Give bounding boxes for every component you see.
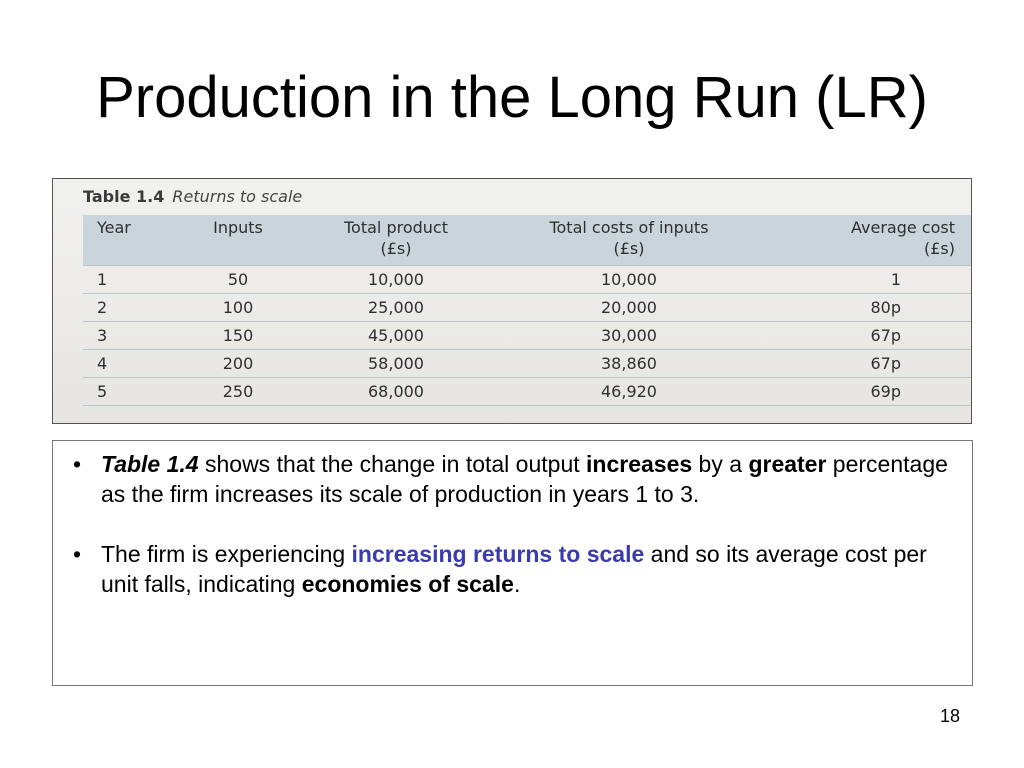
cell-total-costs: 30,000	[495, 321, 763, 350]
cell-average-cost: 69p	[763, 377, 971, 406]
bullet-text-increases: increases	[586, 451, 693, 477]
header-year: Year	[97, 218, 131, 237]
bullet-dot-icon: •	[73, 541, 82, 567]
bullet-item: • Table 1.4 shows that the change in tot…	[71, 449, 952, 509]
bullet-text-box: • Table 1.4 shows that the change in tot…	[52, 440, 973, 686]
table-row: 3 150 45,000 30,000 67p	[83, 321, 971, 350]
bullet-text-greater: greater	[748, 451, 827, 477]
cell-total-product: 25,000	[297, 293, 495, 322]
bullet-text-increasing-returns: increasing returns to scale	[351, 541, 645, 567]
bullet-text: and so its average cost per unit falls, …	[101, 541, 927, 597]
header-average-cost: Average cost (£s)	[851, 218, 955, 258]
bullet-text: by a	[692, 451, 749, 477]
cell-total-product: 58,000	[297, 349, 495, 378]
cell-year: 5	[83, 377, 179, 406]
returns-to-scale-table: Year Inputs Total product (£s) Total cos…	[83, 215, 971, 406]
cell-average-cost: 1	[763, 265, 971, 294]
table-row: 5 250 68,000 46,920 69p	[83, 377, 971, 406]
cell-total-costs: 10,000	[495, 265, 763, 294]
cell-inputs: 50	[179, 265, 297, 294]
bullet-text-table-ref: Table 1.4	[101, 451, 199, 477]
cell-inputs: 150	[179, 321, 297, 350]
cell-average-cost: 67p	[763, 349, 971, 378]
cell-total-product: 45,000	[297, 321, 495, 350]
table-row: 4 200 58,000 38,860 67p	[83, 349, 971, 378]
header-total-costs: Total costs of inputs (£s)	[549, 218, 709, 258]
bullet-text: .	[513, 571, 521, 597]
bullet-text: The firm is experiencing	[101, 541, 352, 567]
header-inputs: Inputs	[213, 218, 263, 237]
cell-total-costs: 20,000	[495, 293, 763, 322]
bullet-dot-icon: •	[73, 451, 82, 477]
cell-year: 3	[83, 321, 179, 350]
cell-year: 4	[83, 349, 179, 378]
table-header-row: Year Inputs Total product (£s) Total cos…	[83, 215, 971, 266]
cell-inputs: 100	[179, 293, 297, 322]
bullet-text: shows that the change in total output	[198, 451, 587, 477]
cell-year: 2	[83, 293, 179, 322]
bullet-text-economies-of-scale: economies of scale	[301, 571, 514, 597]
table-number: Table 1.4	[83, 187, 165, 206]
cell-average-cost: 80p	[763, 293, 971, 322]
table-row: 1 50 10,000 10,000 1	[83, 265, 971, 294]
cell-total-costs: 38,860	[495, 349, 763, 378]
bullet-text: percentage as the firm increases its sca…	[101, 451, 948, 507]
slide-title: Production in the Long Run (LR)	[96, 65, 928, 130]
bullet-item: • The firm is experiencing increasing re…	[71, 539, 952, 599]
cell-total-product: 10,000	[297, 265, 495, 294]
cell-inputs: 200	[179, 349, 297, 378]
table-row: 2 100 25,000 20,000 80p	[83, 293, 971, 322]
header-total-product: Total product (£s)	[344, 218, 448, 258]
page-number: 18	[940, 706, 961, 726]
cell-year: 1	[83, 265, 179, 294]
bullet-list: • Table 1.4 shows that the change in tot…	[71, 449, 952, 599]
cell-average-cost: 67p	[763, 321, 971, 350]
table-caption: Returns to scale	[172, 187, 303, 206]
table-heading: Table 1.4 Returns to scale	[83, 187, 302, 206]
cell-total-product: 68,000	[297, 377, 495, 406]
cell-inputs: 250	[179, 377, 297, 406]
table-image: Table 1.4 Returns to scale Year Inputs To…	[52, 178, 972, 424]
cell-total-costs: 46,920	[495, 377, 763, 406]
